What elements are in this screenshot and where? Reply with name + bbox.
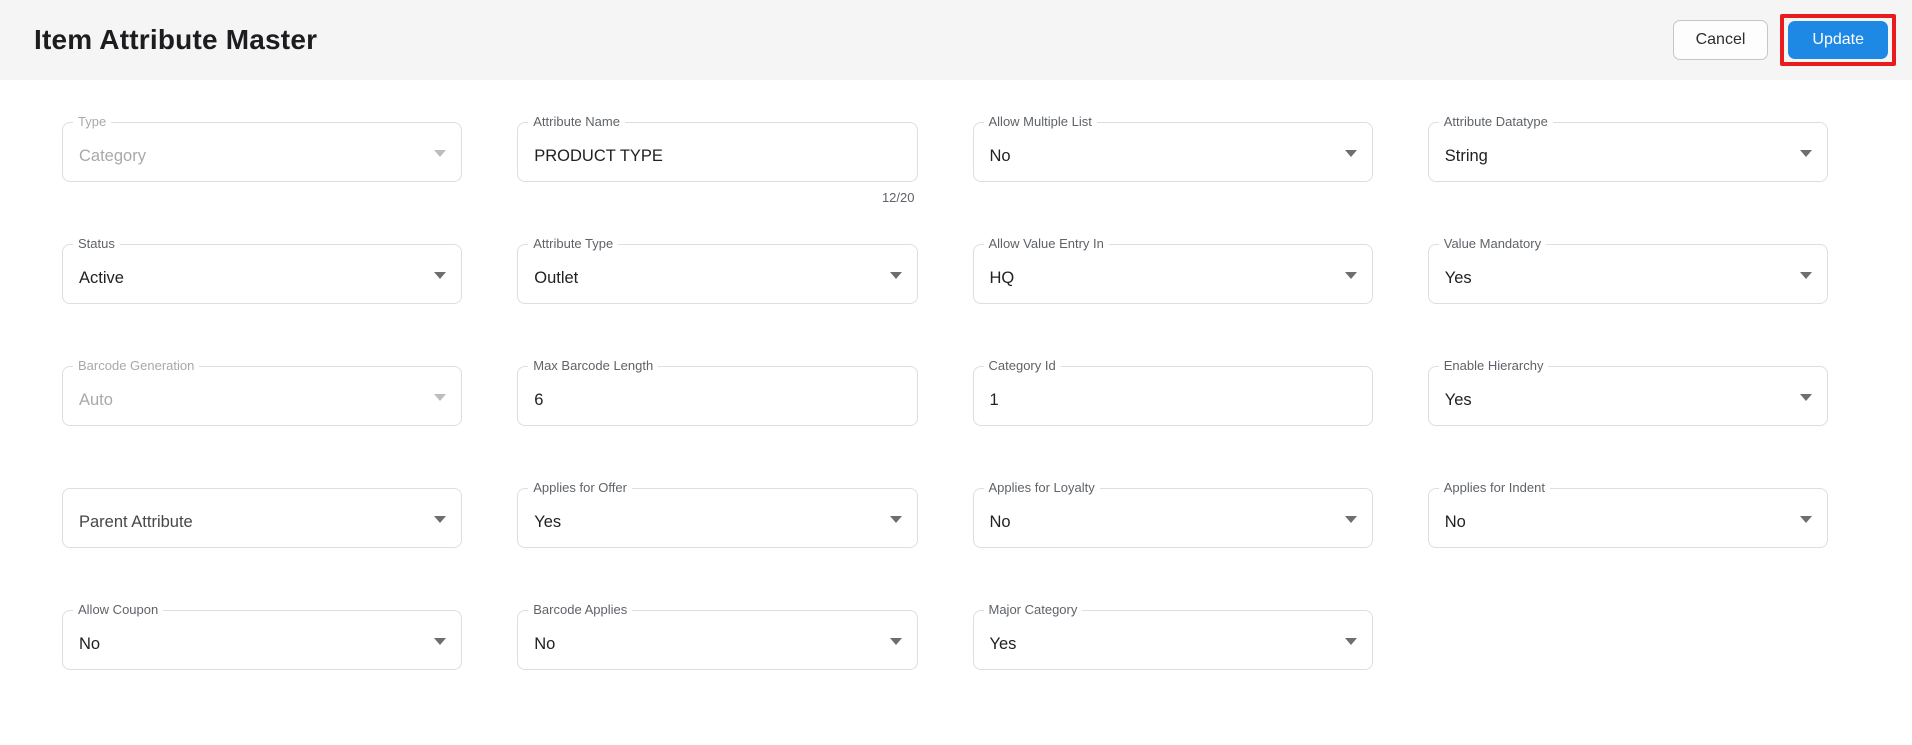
field-value: 1 [989,390,999,409]
field-applies-for-offer[interactable]: Applies for Offer Yes [517,480,918,548]
field-max-barcode-length[interactable]: Max Barcode Length 6 [517,358,918,426]
chevron-down-icon [434,272,447,279]
field-value: Yes [1444,390,1472,409]
field-parent-attribute[interactable]: Parent Attribute [62,488,463,548]
field-category-id[interactable]: Category Id 1 [972,358,1373,426]
field-label: Barcode Applies [528,602,633,617]
field-label: Allow Value Entry In [983,236,1109,251]
field-label: Applies for Indent [1438,480,1550,495]
chevron-down-icon [1344,272,1357,279]
char-counter: 12/20 [881,190,915,205]
chevron-down-icon [1800,150,1812,157]
field-attribute-datatype[interactable]: Attribute Datatype String [1427,114,1828,182]
chevron-down-icon [1344,150,1357,157]
chevron-down-icon [889,272,902,279]
field-label: Barcode Generation [73,358,200,373]
chevron-down-icon [1344,638,1357,645]
field-value: No [989,512,1011,531]
field-allow-multiple-list[interactable]: Allow Multiple List No [972,114,1373,182]
cancel-button[interactable]: Cancel [1672,20,1769,60]
field-value: Outlet [534,268,579,287]
field-label: Attribute Datatype [1438,114,1553,129]
chevron-down-icon [434,394,447,401]
field-label: Allow Coupon [73,602,164,617]
field-label: Attribute Name [528,114,625,129]
field-allow-coupon[interactable]: Allow Coupon No [62,602,463,670]
chevron-down-icon [1800,394,1812,401]
form-container: Type Category Attribute Name PRODUCT TYP… [0,80,1912,730]
header-actions: Cancel Update [1672,14,1896,66]
field-value: String [1444,146,1488,165]
field-label: Enable Hierarchy [1438,358,1549,373]
field-value: No [989,146,1011,165]
field-label: Value Mandatory [1438,236,1547,251]
chevron-down-icon [434,150,447,157]
field-value: PRODUCT TYPE [534,146,663,165]
field-barcode-generation: Barcode Generation Auto [62,358,463,426]
field-value: Yes [989,634,1017,653]
page-header: Item Attribute Master Cancel Update [0,0,1912,80]
field-value: No [534,634,556,653]
chevron-down-icon [434,516,447,523]
field-label: Status [73,236,120,251]
field-value: No [79,634,101,653]
chevron-down-icon [434,638,447,645]
field-value: Yes [534,512,562,531]
field-label: Allow Multiple List [983,114,1097,129]
field-label: Max Barcode Length [528,358,659,373]
field-value: No [1444,512,1466,531]
update-button[interactable]: Update [1788,21,1888,59]
field-barcode-applies[interactable]: Barcode Applies No [517,602,918,670]
field-type: Type Category [62,114,463,182]
field-enable-hierarchy[interactable]: Enable Hierarchy Yes [1427,358,1828,426]
field-allow-value-entry-in[interactable]: Allow Value Entry In HQ [972,236,1373,304]
field-attribute-type[interactable]: Attribute Type Outlet [517,236,918,304]
field-value: HQ [989,268,1015,287]
annotation-highlight: Update [1780,14,1896,66]
field-label: Attribute Type [528,236,619,251]
page-title: Item Attribute Master [34,24,318,55]
field-label: Applies for Offer [528,480,632,495]
chevron-down-icon [889,516,902,523]
chevron-down-icon [1344,516,1357,523]
field-applies-for-loyalty[interactable]: Applies for Loyalty No [972,480,1373,548]
field-label: Major Category [983,602,1083,617]
field-attribute-name[interactable]: Attribute Name PRODUCT TYPE 12/20 [517,114,918,205]
field-label: Applies for Loyalty [983,480,1100,495]
field-value: Active [79,268,124,287]
field-value: 6 [534,390,544,409]
chevron-down-icon [1800,516,1812,523]
field-label: Type [73,114,112,129]
chevron-down-icon [1800,272,1812,279]
field-label: Category Id [983,358,1061,373]
field-major-category[interactable]: Major Category Yes [972,602,1373,670]
form-grid: Type Category Attribute Name PRODUCT TYP… [62,114,1828,670]
field-status[interactable]: Status Active [62,236,463,304]
field-value: Parent Attribute [79,512,193,531]
field-value: Yes [1444,268,1472,287]
field-value: Category [79,146,146,165]
field-value-mandatory[interactable]: Value Mandatory Yes [1427,236,1828,304]
chevron-down-icon [889,638,902,645]
field-value: Auto [79,390,113,409]
field-applies-for-indent[interactable]: Applies for Indent No [1427,480,1828,548]
